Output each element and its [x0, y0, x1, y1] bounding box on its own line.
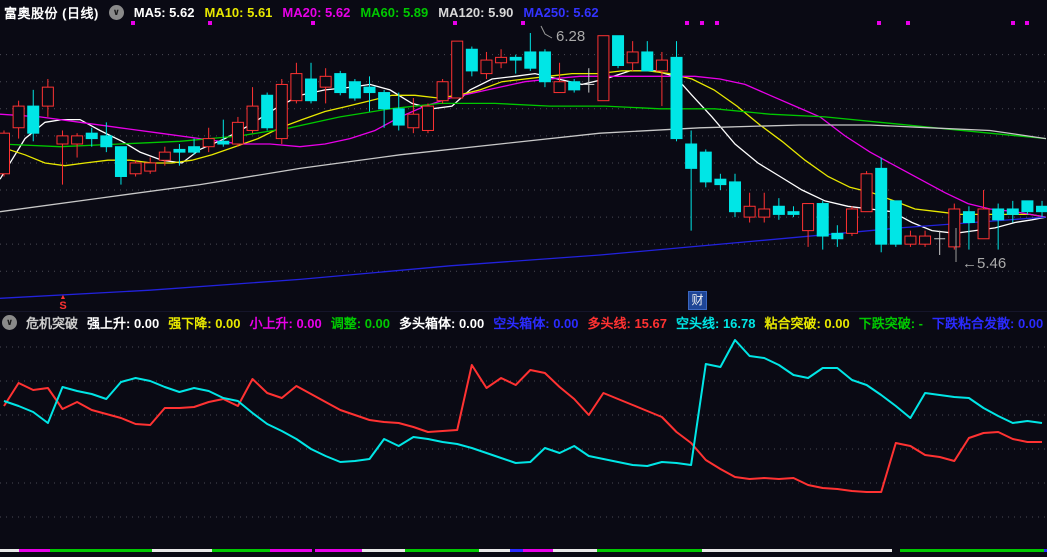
- indicator-field: 强下降: 0.00: [168, 315, 241, 331]
- ma-label: MA5: 5.62: [133, 4, 195, 20]
- indicator-field: 强上升: 0.00: [87, 315, 160, 331]
- indicator-panel-header: ∨ 危机突破 强上升: 0.00 强下降: 0.00 小上升: 0.00 调整: 0.…: [2, 312, 1047, 332]
- indicator-field: 多头线: 15.67: [587, 315, 667, 331]
- panel-divider: [0, 311, 1047, 312]
- indicator-field: 多头箱体: 0.00: [399, 315, 485, 331]
- chevron-down-icon[interactable]: ∨: [2, 314, 17, 330]
- ma-label: MA250: 5.62: [523, 4, 599, 20]
- ma-label: MA120: 5.90: [438, 4, 514, 20]
- indicator-name: 危机突破: [26, 315, 79, 331]
- indicator-field: 小上升: 0.00: [249, 315, 322, 331]
- price-panel-header: 富奥股份 (日线) ∨ MA5: 5.62 MA10: 5.61 MA20: 5.6…: [4, 2, 599, 22]
- indicator-field: 下跌突破: -: [858, 315, 924, 331]
- indicator-field: 下跌粘合发散: 0.00: [932, 315, 1044, 331]
- svg-text:6.28: 6.28: [556, 28, 585, 45]
- indicator-field: 粘合突破: 0.00: [764, 315, 850, 331]
- triangle-up-icon: ▲: [59, 294, 67, 301]
- indicator-field: 空头箱体: 0.00: [493, 315, 579, 331]
- sell-letter: S: [59, 300, 67, 312]
- sell-signal-marker: ▲ S: [55, 294, 71, 312]
- chevron-down-icon[interactable]: ∨: [108, 4, 124, 20]
- ma-label: MA60: 5.89: [360, 4, 429, 20]
- watermark-badge: 财: [688, 291, 707, 310]
- stock-title: 富奥股份 (日线): [4, 5, 99, 21]
- indicator-field: 调整: 0.00: [330, 315, 391, 331]
- svg-text:←5.46: ←5.46: [962, 255, 1006, 272]
- indicator-field: 空头线: 16.78: [676, 315, 756, 331]
- ma-legend: MA5: 5.62 MA10: 5.61 MA20: 5.62 MA60: 5.89 M…: [134, 5, 599, 20]
- indicator-values: 强上升: 0.00 强下降: 0.00 小上升: 0.00 调整: 0.00 多头箱体:…: [87, 313, 1047, 332]
- ma-label: MA10: 5.61: [204, 4, 273, 20]
- ma-label: MA20: 5.62: [282, 4, 351, 20]
